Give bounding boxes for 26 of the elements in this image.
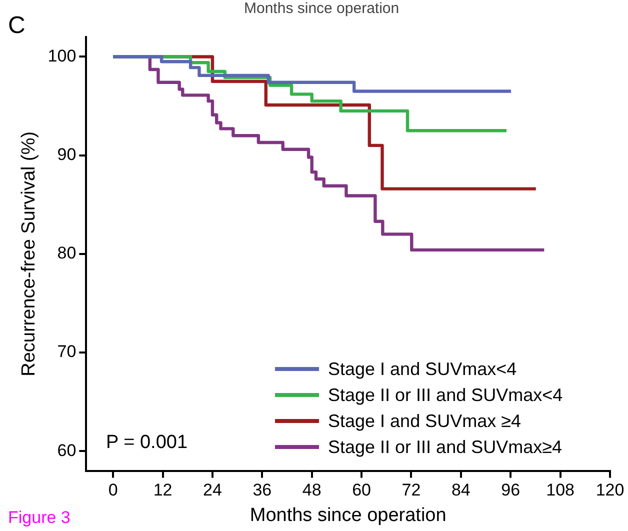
legend-label: Stage II or III and SUVmax≥4 xyxy=(328,436,562,458)
x-tick-label: 96 xyxy=(501,480,520,500)
x-tick-label: 84 xyxy=(451,480,470,500)
x-tick-label: 24 xyxy=(203,480,222,500)
y-tick-label: 70 xyxy=(57,342,76,362)
x-tick-label: 48 xyxy=(302,480,322,500)
x-tick-label: 72 xyxy=(402,480,421,500)
legend-label: Stage II or III and SUVmax<4 xyxy=(328,384,563,406)
x-tick-label: 108 xyxy=(546,480,574,500)
legend-label: Stage I and SUVmax<4 xyxy=(328,358,517,380)
x-tick-label: 120 xyxy=(596,480,624,500)
x-axis-title: Months since operation xyxy=(250,504,446,526)
y-tick-label: 80 xyxy=(57,244,76,263)
x-tick-label: 0 xyxy=(108,480,118,500)
annotation: P = 0.001 xyxy=(106,432,188,454)
y-tick-label: 90 xyxy=(57,144,76,164)
text: Months since operation xyxy=(244,0,400,17)
x-tick-label: 36 xyxy=(252,480,272,500)
caption: Figure 3 xyxy=(8,508,70,528)
legend-label: Stage I and SUVmax ≥4 xyxy=(328,410,521,432)
x-tick-label: 60 xyxy=(352,480,371,500)
y-tick-label: 60 xyxy=(57,440,76,460)
y-axis-title: Recurrence-free Survival (%) xyxy=(18,131,40,376)
text: C xyxy=(8,12,26,40)
y-tick-label: 100 xyxy=(48,46,76,66)
x-tick-label: 12 xyxy=(153,480,172,500)
